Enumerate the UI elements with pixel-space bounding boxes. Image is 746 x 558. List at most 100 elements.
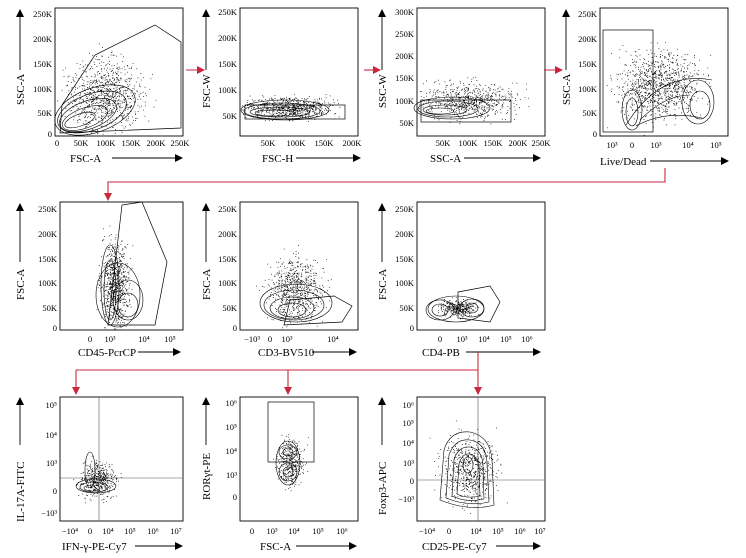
x-tick: 10³ [104,334,116,344]
y-tick: 250K [38,204,58,214]
x-tick: 50K [436,138,452,148]
x-tick: −10⁴ [419,526,435,536]
x-tick: 100K [97,138,117,148]
y-tick: 10⁵ [403,418,415,428]
y-tick: 100K [218,85,238,95]
y-tick: 10⁵ [226,422,238,432]
y-tick: 300K [395,7,415,17]
events-scatter [256,245,332,329]
x-axis-label: CD3-BV510 [258,347,315,359]
x-tick: 200K [509,138,529,148]
y-tick: 250K [395,204,415,214]
x-tick: 50K [261,138,277,148]
panel-ifn-il17: 10⁵ 10⁴ 10³ 0 −10³ −10⁴ 0 10⁴ 10⁵ 10⁶ 10… [15,396,184,553]
y-tick: 10⁴ [226,446,238,456]
gate-polygon [107,201,168,326]
y-tick: 100K [218,278,238,288]
x-tick: 150K [315,138,335,148]
contour-plot [275,440,301,486]
y-tick: 100K [395,96,415,106]
y-tick: 200K [218,229,238,239]
x-tick: 10³ [266,526,278,536]
y-ticks: 10⁶ 10⁵ 10⁴ 10³ 0 [226,398,238,502]
x-ticks: −10⁴ 0 10⁴ 10⁵ 10⁶ 10⁷ [62,526,182,536]
x-tick: 150K [122,138,142,148]
x-tick: 10⁵ [124,526,136,536]
x-tick: 10³ [650,140,662,150]
events-scatter [429,420,508,514]
x-tick: −10⁴ [62,526,78,536]
x-tick: 200K [147,138,167,148]
y-tick: 200K [395,51,415,61]
panel-ssc-a-ssc-w: 300K 250K 200K 150K 100K 50K 50K 100K 15… [377,7,551,165]
x-axis-label: CD4-PB [422,347,460,359]
y-tick: 0 [410,476,414,486]
y-tick: 10³ [403,458,415,468]
x-axis-label: CD25-PE-Cy7 [422,541,487,553]
x-tick: 10⁴ [478,334,490,344]
x-ticks: −10⁴ 0 10⁴ 10⁵ 10⁶ 10⁷ [419,526,546,536]
x-tick: 10⁴ [102,526,114,536]
x-tick: 200K [343,138,363,148]
y-tick: 10⁴ [403,438,415,448]
events-scatter [73,455,122,504]
x-tick: 0 [88,334,92,344]
x-tick: 0 [447,526,451,536]
y-tick: 150K [33,59,53,69]
x-axis-label: FSC-H [262,153,293,165]
x-tick: 10⁶ [336,526,348,536]
x-tick: 10⁴ [288,526,300,536]
x-axis-label: SSC-A [430,153,461,165]
x-tick: 50K [74,138,90,148]
events-scatter [437,297,480,320]
y-axis-label: FSC-W [201,74,213,108]
x-axis-label: Live/Dead [600,156,647,168]
y-axis-label: RORγt-PE [201,453,213,500]
x-ticks: 50K 100K 150K 200K [261,138,363,148]
x-tick: 10⁴ [138,334,150,344]
y-tick: 0 [48,129,52,139]
y-ticks: 250K 200K 150K 100K 50K 0 [578,9,598,139]
panel-live-dead: 250K 200K 150K 100K 50K 0 10³ 0 10³ 10⁴ … [561,7,729,168]
y-tick: 10⁴ [46,430,58,440]
x-tick: 10³ [281,334,293,344]
events-scatter [606,41,712,136]
y-tick: 50K [399,303,415,313]
y-tick: 100K [395,278,415,288]
x-tick: 100K [459,138,479,148]
y-ticks: 250K 200K 150K 100K 50K 0 [218,204,238,333]
y-tick: 150K [395,73,415,83]
y-tick: 0 [410,323,414,333]
y-tick: 100K [578,84,598,94]
x-tick: 10⁶ [514,526,526,536]
x-ticks: 0 10³ 10⁴ 10⁵ 10⁶ [250,526,348,536]
y-tick: 10³ [226,470,238,480]
panel-fsc-a-ssc-a: 250K 200K 150K 100K 50K 0 0 50K 100K 150… [15,7,191,165]
x-axis-label: FSC-A [70,153,101,165]
y-ticks: 250K 200K 150K 100K 50K 0 [38,204,58,333]
y-tick: 150K [395,254,415,264]
x-ticks: −10³ 0 10³ 10⁴ [244,334,339,344]
y-axis-label: FSC-A [377,269,389,300]
x-tick: 0 [88,526,92,536]
panel-fsc-h-fsc-w: 250K 200K 150K 100K 50K 50K 100K 150K 20… [201,7,362,165]
y-ticks: 10⁵ 10⁴ 10³ 0 −10³ [41,400,57,518]
x-tick: 150K [484,138,504,148]
x-tick: 250K [171,138,191,148]
y-tick: 250K [33,9,53,19]
y-tick: 250K [218,204,238,214]
x-ticks: 10³ 0 10³ 10⁴ 10⁵ [606,140,721,150]
y-tick: 50K [37,108,53,118]
y-tick: 200K [218,33,238,43]
y-axis-label: FSC-A [15,269,27,300]
events-scatter [241,93,341,122]
y-tick: 200K [395,229,415,239]
x-tick: 10⁴ [682,140,694,150]
y-tick: 150K [218,254,238,264]
y-axis-label: SSC-W [377,74,389,108]
x-ticks: 0 10³ 10⁴ 10⁵ 10⁶ [438,334,533,344]
contour-plot [259,283,333,323]
x-tick: 10⁵ [710,140,722,150]
contour-plot [54,84,136,136]
x-axis-label: CD45-PcrCP [78,347,136,359]
